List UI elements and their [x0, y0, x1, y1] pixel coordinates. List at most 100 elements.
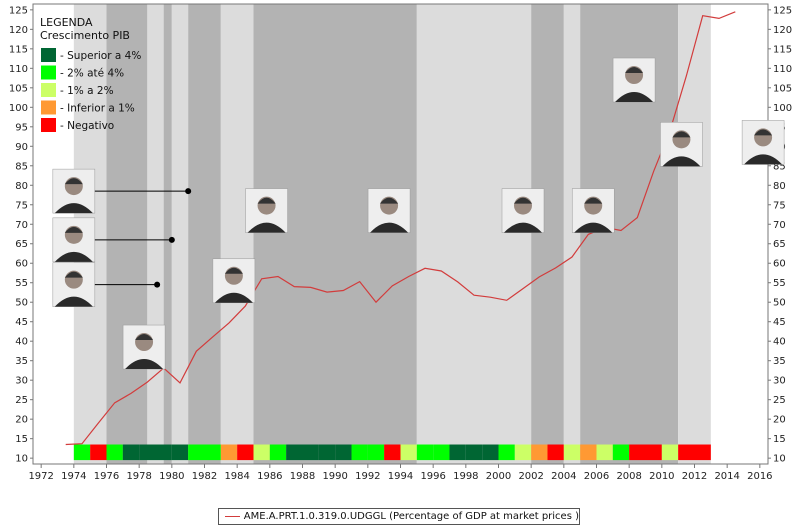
legend-item-label: - 2% até 4% [60, 68, 124, 80]
y-tick-label-right: 55 [773, 278, 786, 289]
y-tick-label-right: 10 [773, 454, 786, 465]
y-tick-label: 65 [15, 239, 28, 250]
x-tick-label: 2002 [518, 471, 543, 482]
legend-item-label: - Inferior a 1% [60, 103, 135, 115]
y-tick-label-right: 15 [773, 434, 786, 445]
x-tick-label: 1984 [224, 471, 249, 482]
portraits [52, 57, 785, 370]
growth-cell-2006 [596, 444, 613, 461]
x-tick-label: 1990 [322, 471, 347, 482]
y-tick-label: 25 [15, 395, 28, 406]
x-tick-label: 1994 [388, 471, 413, 482]
portrait-hair [584, 197, 603, 204]
y-tick-label: 15 [15, 434, 28, 445]
gdp-growth-strip [73, 444, 711, 461]
portrait-1974-b [52, 217, 175, 263]
growth-cell-2005 [580, 444, 597, 461]
y-tick-label: 115 [9, 44, 28, 55]
portrait-pointer-dot [185, 188, 192, 195]
growth-cell-1974 [73, 444, 91, 461]
y-tick-label-right: 115 [773, 44, 792, 55]
growth-cell-1999 [482, 444, 499, 461]
portrait-hair [64, 178, 83, 185]
legend-swatch [41, 48, 56, 62]
y-tick-label-right: 45 [773, 317, 786, 328]
y-tick-label: 30 [15, 376, 28, 387]
y-tick-label: 110 [9, 64, 28, 75]
government-period [188, 4, 221, 464]
y-tick-label-right: 125 [773, 5, 792, 16]
portrait-2002 [571, 188, 615, 233]
growth-cell-2004 [563, 444, 581, 461]
portrait-hair [514, 197, 532, 204]
y-tick-label-right: 85 [773, 161, 786, 172]
growth-cell-2003 [547, 444, 564, 461]
growth-cell-2009 [645, 444, 662, 461]
y-tick-label: 85 [15, 161, 28, 172]
government-period [147, 4, 164, 464]
y-tick-label-right: 80 [773, 181, 786, 192]
portrait-body [247, 222, 286, 233]
x-tick-label: 1982 [192, 471, 217, 482]
growth-cell-1998 [465, 444, 483, 461]
y-tick-label: 80 [15, 181, 28, 192]
portrait-body [125, 359, 164, 370]
portrait-1974-c [52, 262, 161, 307]
x-tick-label: 1988 [290, 471, 315, 482]
x-tick-label: 1972 [28, 471, 53, 482]
y-tick-label: 120 [9, 25, 28, 36]
x-axis-ticks: 1972 1974 1976 1978 1980 1982 1984 1986 1988 1990… [28, 464, 773, 482]
portrait-hair [64, 271, 83, 278]
x-tick-label: 1974 [61, 471, 86, 482]
portrait-hair [672, 131, 691, 138]
legend-swatch [41, 65, 56, 80]
government-periods [33, 4, 768, 464]
growth-cell-1994 [400, 444, 417, 461]
portrait-hair [754, 129, 773, 136]
portrait-hair [380, 197, 399, 204]
y-tick-label: 90 [15, 142, 28, 153]
portrait-hair [625, 67, 644, 74]
portrait-hair [257, 197, 276, 204]
y-tick-label-right: 105 [773, 83, 792, 94]
y-tick-label: 50 [15, 298, 28, 309]
growth-cell-1991 [351, 444, 368, 461]
portrait-body [214, 292, 253, 303]
y-tick-label: 45 [15, 317, 28, 328]
legend-swatch [41, 118, 56, 132]
series-line [65, 11, 736, 446]
portrait-2004 [612, 57, 656, 103]
portrait-body [54, 203, 93, 214]
legend-swatch [41, 83, 56, 97]
portrait-body [744, 154, 783, 165]
series-legend-label: AME.A.PRT.1.0.319.0.UDGGL (Percentage of… [243, 511, 579, 522]
portrait-pointer-dot [154, 281, 161, 288]
y-tick-label: 75 [15, 200, 28, 211]
portrait-body [54, 251, 93, 262]
growth-cell-1981 [188, 444, 205, 461]
growth-cell-1978 [139, 444, 156, 461]
growth-cell-1976 [106, 444, 123, 461]
y-tick-label-right: 120 [773, 25, 792, 36]
growth-cell-1983 [220, 444, 238, 461]
portrait-1996 [501, 188, 545, 233]
portrait-body [574, 222, 613, 233]
x-tick-label: 2010 [649, 471, 674, 482]
growth-cell-1977 [122, 444, 140, 461]
growth-cell-2001 [514, 444, 532, 461]
growth-cell-1979 [155, 444, 172, 461]
growth-cell-1975 [90, 444, 107, 461]
growth-cell-1993 [384, 444, 401, 461]
growth-cell-1996 [433, 444, 450, 461]
y-tick-label: 40 [15, 337, 28, 348]
series-line-path [65, 11, 736, 446]
growth-cell-1997 [449, 444, 466, 461]
growth-cell-2010 [661, 444, 679, 461]
y-tick-label-right: 110 [773, 64, 792, 75]
x-tick-label: 2012 [682, 471, 707, 482]
government-period [563, 4, 581, 464]
x-tick-label: 2000 [486, 471, 511, 482]
portrait-1983 [245, 188, 288, 233]
